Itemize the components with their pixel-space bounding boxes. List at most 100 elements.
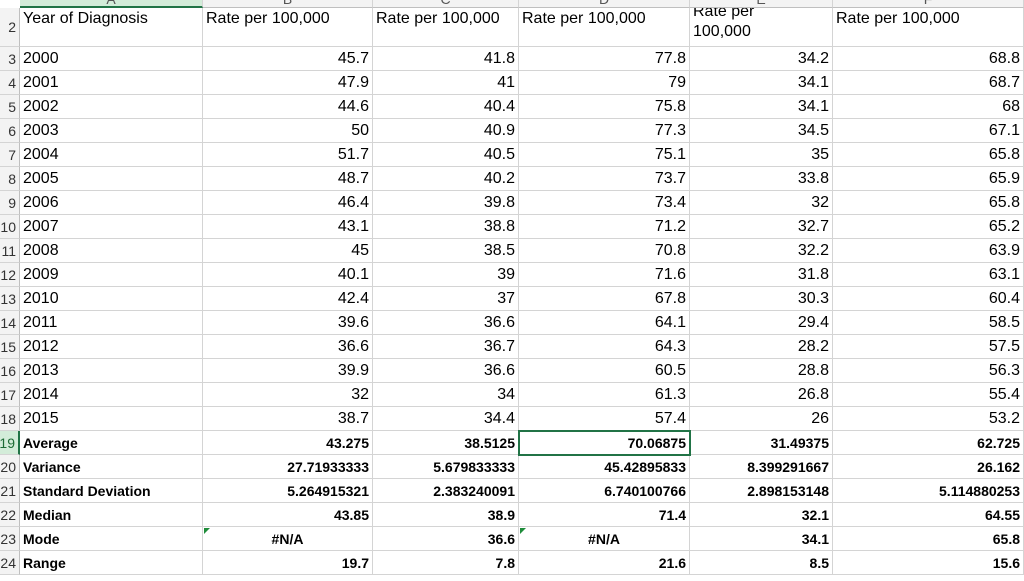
row-header[interactable]: 12 xyxy=(0,263,20,287)
cell[interactable]: 63.1 xyxy=(833,263,1024,287)
cell[interactable]: 36.6 xyxy=(373,311,519,335)
cell[interactable]: 60.4 xyxy=(833,287,1024,311)
cell[interactable]: 39.6 xyxy=(203,311,373,335)
cell[interactable]: 2012 xyxy=(20,335,203,359)
cell[interactable]: 71.2 xyxy=(519,215,690,239)
cell[interactable]: 40.4 xyxy=(373,95,519,119)
cell[interactable]: 51.7 xyxy=(203,143,373,167)
cell[interactable]: 2013 xyxy=(20,359,203,383)
cell[interactable]: 70.8 xyxy=(519,239,690,263)
cell[interactable]: 60.5 xyxy=(519,359,690,383)
cell[interactable]: 39 xyxy=(373,263,519,287)
cell[interactable]: 28.8 xyxy=(690,359,833,383)
cell[interactable]: 2006 xyxy=(20,191,203,215)
cell[interactable]: 30.3 xyxy=(690,287,833,311)
cell[interactable]: 73.7 xyxy=(519,167,690,191)
cell[interactable]: 38.5125 xyxy=(373,431,519,455)
cell[interactable]: 77.8 xyxy=(519,47,690,71)
cell[interactable]: 34.4 xyxy=(373,407,519,431)
cell[interactable]: 75.1 xyxy=(519,143,690,167)
row-header[interactable]: 5 xyxy=(0,95,20,119)
header-cell[interactable]: Rate per 100,000 xyxy=(203,8,373,47)
cell[interactable]: #N/A xyxy=(203,527,373,551)
cell[interactable]: 2008 xyxy=(20,239,203,263)
cell[interactable]: 45 xyxy=(203,239,373,263)
cell[interactable]: 58.5 xyxy=(833,311,1024,335)
row-header[interactable]: 17 xyxy=(0,383,20,407)
column-header[interactable]: E xyxy=(690,0,833,8)
cell[interactable]: 43.275 xyxy=(203,431,373,455)
cell[interactable]: 42.4 xyxy=(203,287,373,311)
cell[interactable]: 2003 xyxy=(20,119,203,143)
cell[interactable]: 35 xyxy=(690,143,833,167)
cell[interactable]: 34.5 xyxy=(690,119,833,143)
cell[interactable]: 65.2 xyxy=(833,215,1024,239)
row-header[interactable]: 21 xyxy=(0,479,20,503)
cell[interactable]: 64.1 xyxy=(519,311,690,335)
cell[interactable]: 68.8 xyxy=(833,47,1024,71)
cell[interactable]: 71.4 xyxy=(519,503,690,527)
cell[interactable]: 75.8 xyxy=(519,95,690,119)
cell[interactable]: 65.8 xyxy=(833,191,1024,215)
cell[interactable]: 5.264915321 xyxy=(203,479,373,503)
column-header[interactable]: F xyxy=(833,0,1024,8)
cell[interactable]: 40.5 xyxy=(373,143,519,167)
row-header[interactable]: 15 xyxy=(0,335,20,359)
cell[interactable]: 2007 xyxy=(20,215,203,239)
row-header[interactable]: 23 xyxy=(0,527,20,551)
row-header[interactable]: 3 xyxy=(0,47,20,71)
cell[interactable]: Standard Deviation xyxy=(20,479,203,503)
cell[interactable]: 34.1 xyxy=(690,95,833,119)
row-header[interactable]: 20 xyxy=(0,455,20,479)
cell[interactable]: 31.49375 xyxy=(690,431,833,455)
column-header[interactable]: A xyxy=(20,0,203,8)
cell[interactable]: Average xyxy=(20,431,203,455)
cell[interactable]: 40.1 xyxy=(203,263,373,287)
cell[interactable]: 2001 xyxy=(20,71,203,95)
row-header[interactable]: 24 xyxy=(0,551,20,575)
cell[interactable]: 26 xyxy=(690,407,833,431)
cell[interactable]: 2.383240091 xyxy=(373,479,519,503)
row-header[interactable]: 18 xyxy=(0,407,20,431)
row-header[interactable]: 8 xyxy=(0,167,20,191)
cell[interactable]: 38.8 xyxy=(373,215,519,239)
cell[interactable]: 2005 xyxy=(20,167,203,191)
cell[interactable]: 44.6 xyxy=(203,95,373,119)
cell[interactable]: 55.4 xyxy=(833,383,1024,407)
cell[interactable]: 32.7 xyxy=(690,215,833,239)
cell[interactable]: 26.8 xyxy=(690,383,833,407)
cell[interactable]: #N/A xyxy=(519,527,690,551)
cell[interactable]: 15.6 xyxy=(833,551,1024,575)
cell[interactable]: 41 xyxy=(373,71,519,95)
cell[interactable]: 39.9 xyxy=(203,359,373,383)
cell[interactable]: 64.55 xyxy=(833,503,1024,527)
cell[interactable]: 5.679833333 xyxy=(373,455,519,479)
cell[interactable]: 6.740100766 xyxy=(519,479,690,503)
row-header[interactable]: 14 xyxy=(0,311,20,335)
cell[interactable]: 79 xyxy=(519,71,690,95)
row-header[interactable]: 2 xyxy=(0,8,20,47)
header-cell[interactable]: Rate per 100,000 xyxy=(690,8,833,47)
cell[interactable]: 2014 xyxy=(20,383,203,407)
cell[interactable]: 36.7 xyxy=(373,335,519,359)
cell[interactable]: 34 xyxy=(373,383,519,407)
cell[interactable]: 8.399291667 xyxy=(690,455,833,479)
row-header[interactable]: 4 xyxy=(0,71,20,95)
cell[interactable]: 32.1 xyxy=(690,503,833,527)
header-cell[interactable]: Rate per 100,000 xyxy=(373,8,519,47)
cell[interactable]: 21.6 xyxy=(519,551,690,575)
cell[interactable]: 43.85 xyxy=(203,503,373,527)
cell[interactable]: 2.898153148 xyxy=(690,479,833,503)
cell[interactable]: 65.8 xyxy=(833,143,1024,167)
cell[interactable]: 36.6 xyxy=(373,359,519,383)
cell[interactable]: 31.8 xyxy=(690,263,833,287)
cell[interactable]: 77.3 xyxy=(519,119,690,143)
cell[interactable]: 45.42895833 xyxy=(519,455,690,479)
column-header[interactable]: B xyxy=(203,0,373,8)
cell[interactable]: 8.5 xyxy=(690,551,833,575)
cell[interactable]: 67.8 xyxy=(519,287,690,311)
cell[interactable]: Mode xyxy=(20,527,203,551)
cell[interactable]: 68 xyxy=(833,95,1024,119)
cell[interactable]: 61.3 xyxy=(519,383,690,407)
cell[interactable]: 67.1 xyxy=(833,119,1024,143)
